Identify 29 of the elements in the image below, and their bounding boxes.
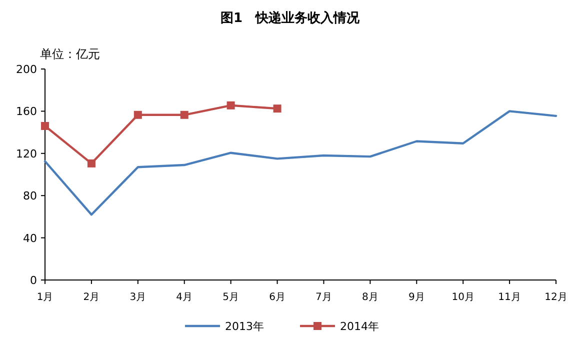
point: [134, 110, 142, 119]
x-tick-label: 12月: [544, 292, 568, 303]
x-tick-label: 4月: [176, 292, 193, 303]
y-tick-label: 200: [16, 63, 37, 76]
line-series: [44, 110, 558, 216]
point: [273, 104, 282, 113]
x-tick-label: 1月: [36, 292, 54, 303]
x-tick-label: 7月: [316, 292, 332, 303]
point: [180, 110, 188, 119]
point: [226, 101, 235, 110]
chart-title: 图1 快递业务收入情况: [220, 10, 361, 26]
x-tick-label: 8月: [362, 292, 378, 303]
x-tick-label: 11月: [498, 292, 521, 303]
x-tick-label: 5月: [222, 292, 240, 303]
y-tick-label: 160: [16, 105, 37, 118]
x-tick-label: 3月: [130, 292, 146, 303]
x-tick-label: 2月: [83, 292, 100, 303]
y-tick-label: 40: [23, 232, 37, 245]
y-axis-title: 单位：亿元: [40, 47, 100, 61]
legend-label: 2014年: [340, 320, 379, 333]
x-tick-label: 6月: [269, 292, 286, 303]
x-tick-label: 10月: [452, 292, 474, 303]
y-tick-label: 120: [16, 147, 37, 160]
y-tick-label: 80: [23, 190, 37, 203]
legend-label: 2013年: [225, 320, 264, 333]
point: [41, 122, 49, 130]
x-tick-label: 9月: [408, 292, 425, 303]
point: [87, 159, 96, 168]
y-tick-label: 0: [30, 274, 37, 287]
